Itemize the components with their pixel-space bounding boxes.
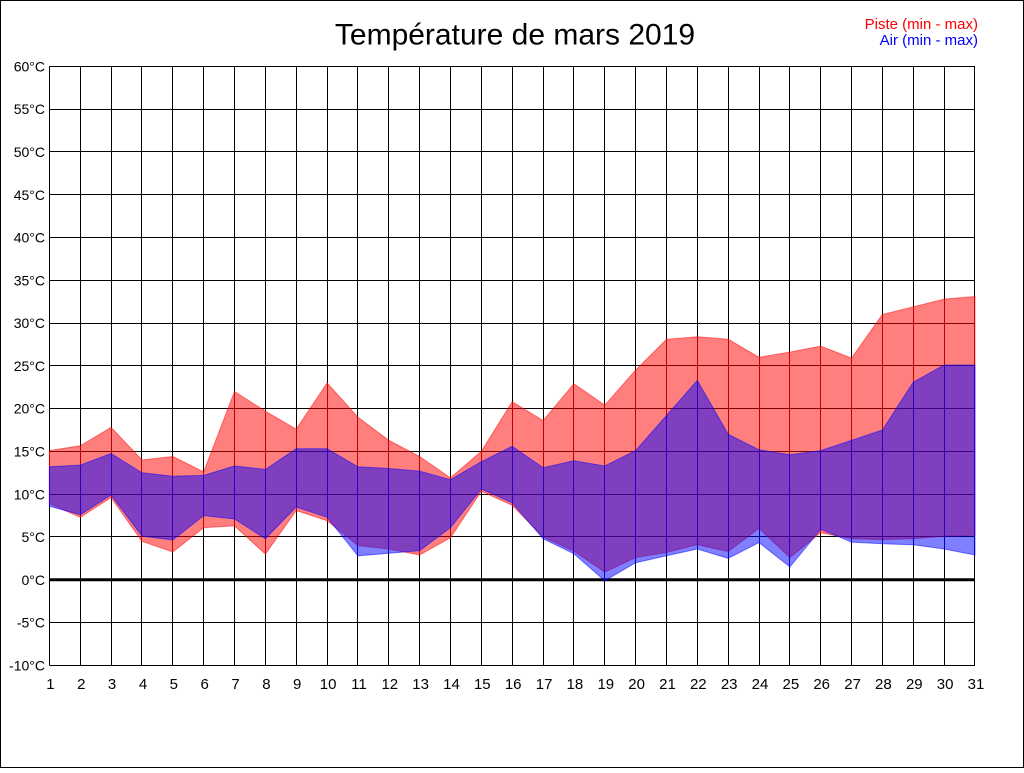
svg-text:17: 17	[536, 676, 553, 693]
svg-text:2: 2	[77, 676, 85, 693]
svg-text:60°C: 60°C	[14, 58, 45, 74]
svg-text:20°C: 20°C	[14, 401, 45, 417]
svg-text:Température de mars 2019: Température de mars 2019	[335, 19, 695, 52]
svg-text:-10°C: -10°C	[9, 658, 45, 674]
svg-text:35°C: 35°C	[14, 272, 45, 288]
svg-text:5: 5	[170, 676, 178, 693]
svg-text:45°C: 45°C	[14, 187, 45, 203]
svg-text:18: 18	[567, 676, 584, 693]
svg-text:28: 28	[875, 676, 892, 693]
svg-text:10°C: 10°C	[14, 486, 45, 502]
svg-text:13: 13	[412, 676, 429, 693]
svg-text:11: 11	[351, 676, 367, 693]
svg-text:25: 25	[783, 676, 800, 693]
svg-text:0°C: 0°C	[22, 572, 46, 588]
svg-text:15: 15	[474, 676, 491, 693]
svg-text:15°C: 15°C	[14, 444, 45, 460]
svg-text:Piste (min - max): Piste (min - max)	[865, 16, 978, 33]
svg-text:21: 21	[659, 676, 676, 693]
svg-text:5°C: 5°C	[22, 529, 46, 545]
svg-text:8: 8	[262, 676, 270, 693]
svg-text:55°C: 55°C	[14, 101, 45, 117]
svg-text:22: 22	[690, 676, 707, 693]
svg-text:16: 16	[505, 676, 522, 693]
svg-text:30: 30	[937, 676, 954, 693]
svg-text:4: 4	[139, 676, 147, 693]
svg-text:50°C: 50°C	[14, 144, 45, 160]
svg-text:27: 27	[844, 676, 861, 693]
svg-text:12: 12	[381, 676, 398, 693]
svg-text:26: 26	[813, 676, 830, 693]
svg-text:Air (min - max): Air (min - max)	[880, 32, 978, 49]
svg-text:31: 31	[968, 676, 985, 693]
svg-text:40°C: 40°C	[14, 230, 45, 246]
svg-text:6: 6	[201, 676, 209, 693]
svg-text:19: 19	[597, 676, 614, 693]
svg-text:-5°C: -5°C	[17, 615, 45, 631]
svg-text:10: 10	[320, 676, 337, 693]
svg-text:29: 29	[906, 676, 923, 693]
svg-text:9: 9	[293, 676, 301, 693]
svg-text:7: 7	[231, 676, 239, 693]
svg-text:3: 3	[108, 676, 116, 693]
svg-text:30°C: 30°C	[14, 315, 45, 331]
svg-text:14: 14	[443, 676, 460, 693]
svg-text:20: 20	[628, 676, 645, 693]
svg-text:24: 24	[752, 676, 769, 693]
svg-text:25°C: 25°C	[14, 358, 45, 374]
svg-text:23: 23	[721, 676, 738, 693]
svg-text:1: 1	[46, 676, 54, 693]
